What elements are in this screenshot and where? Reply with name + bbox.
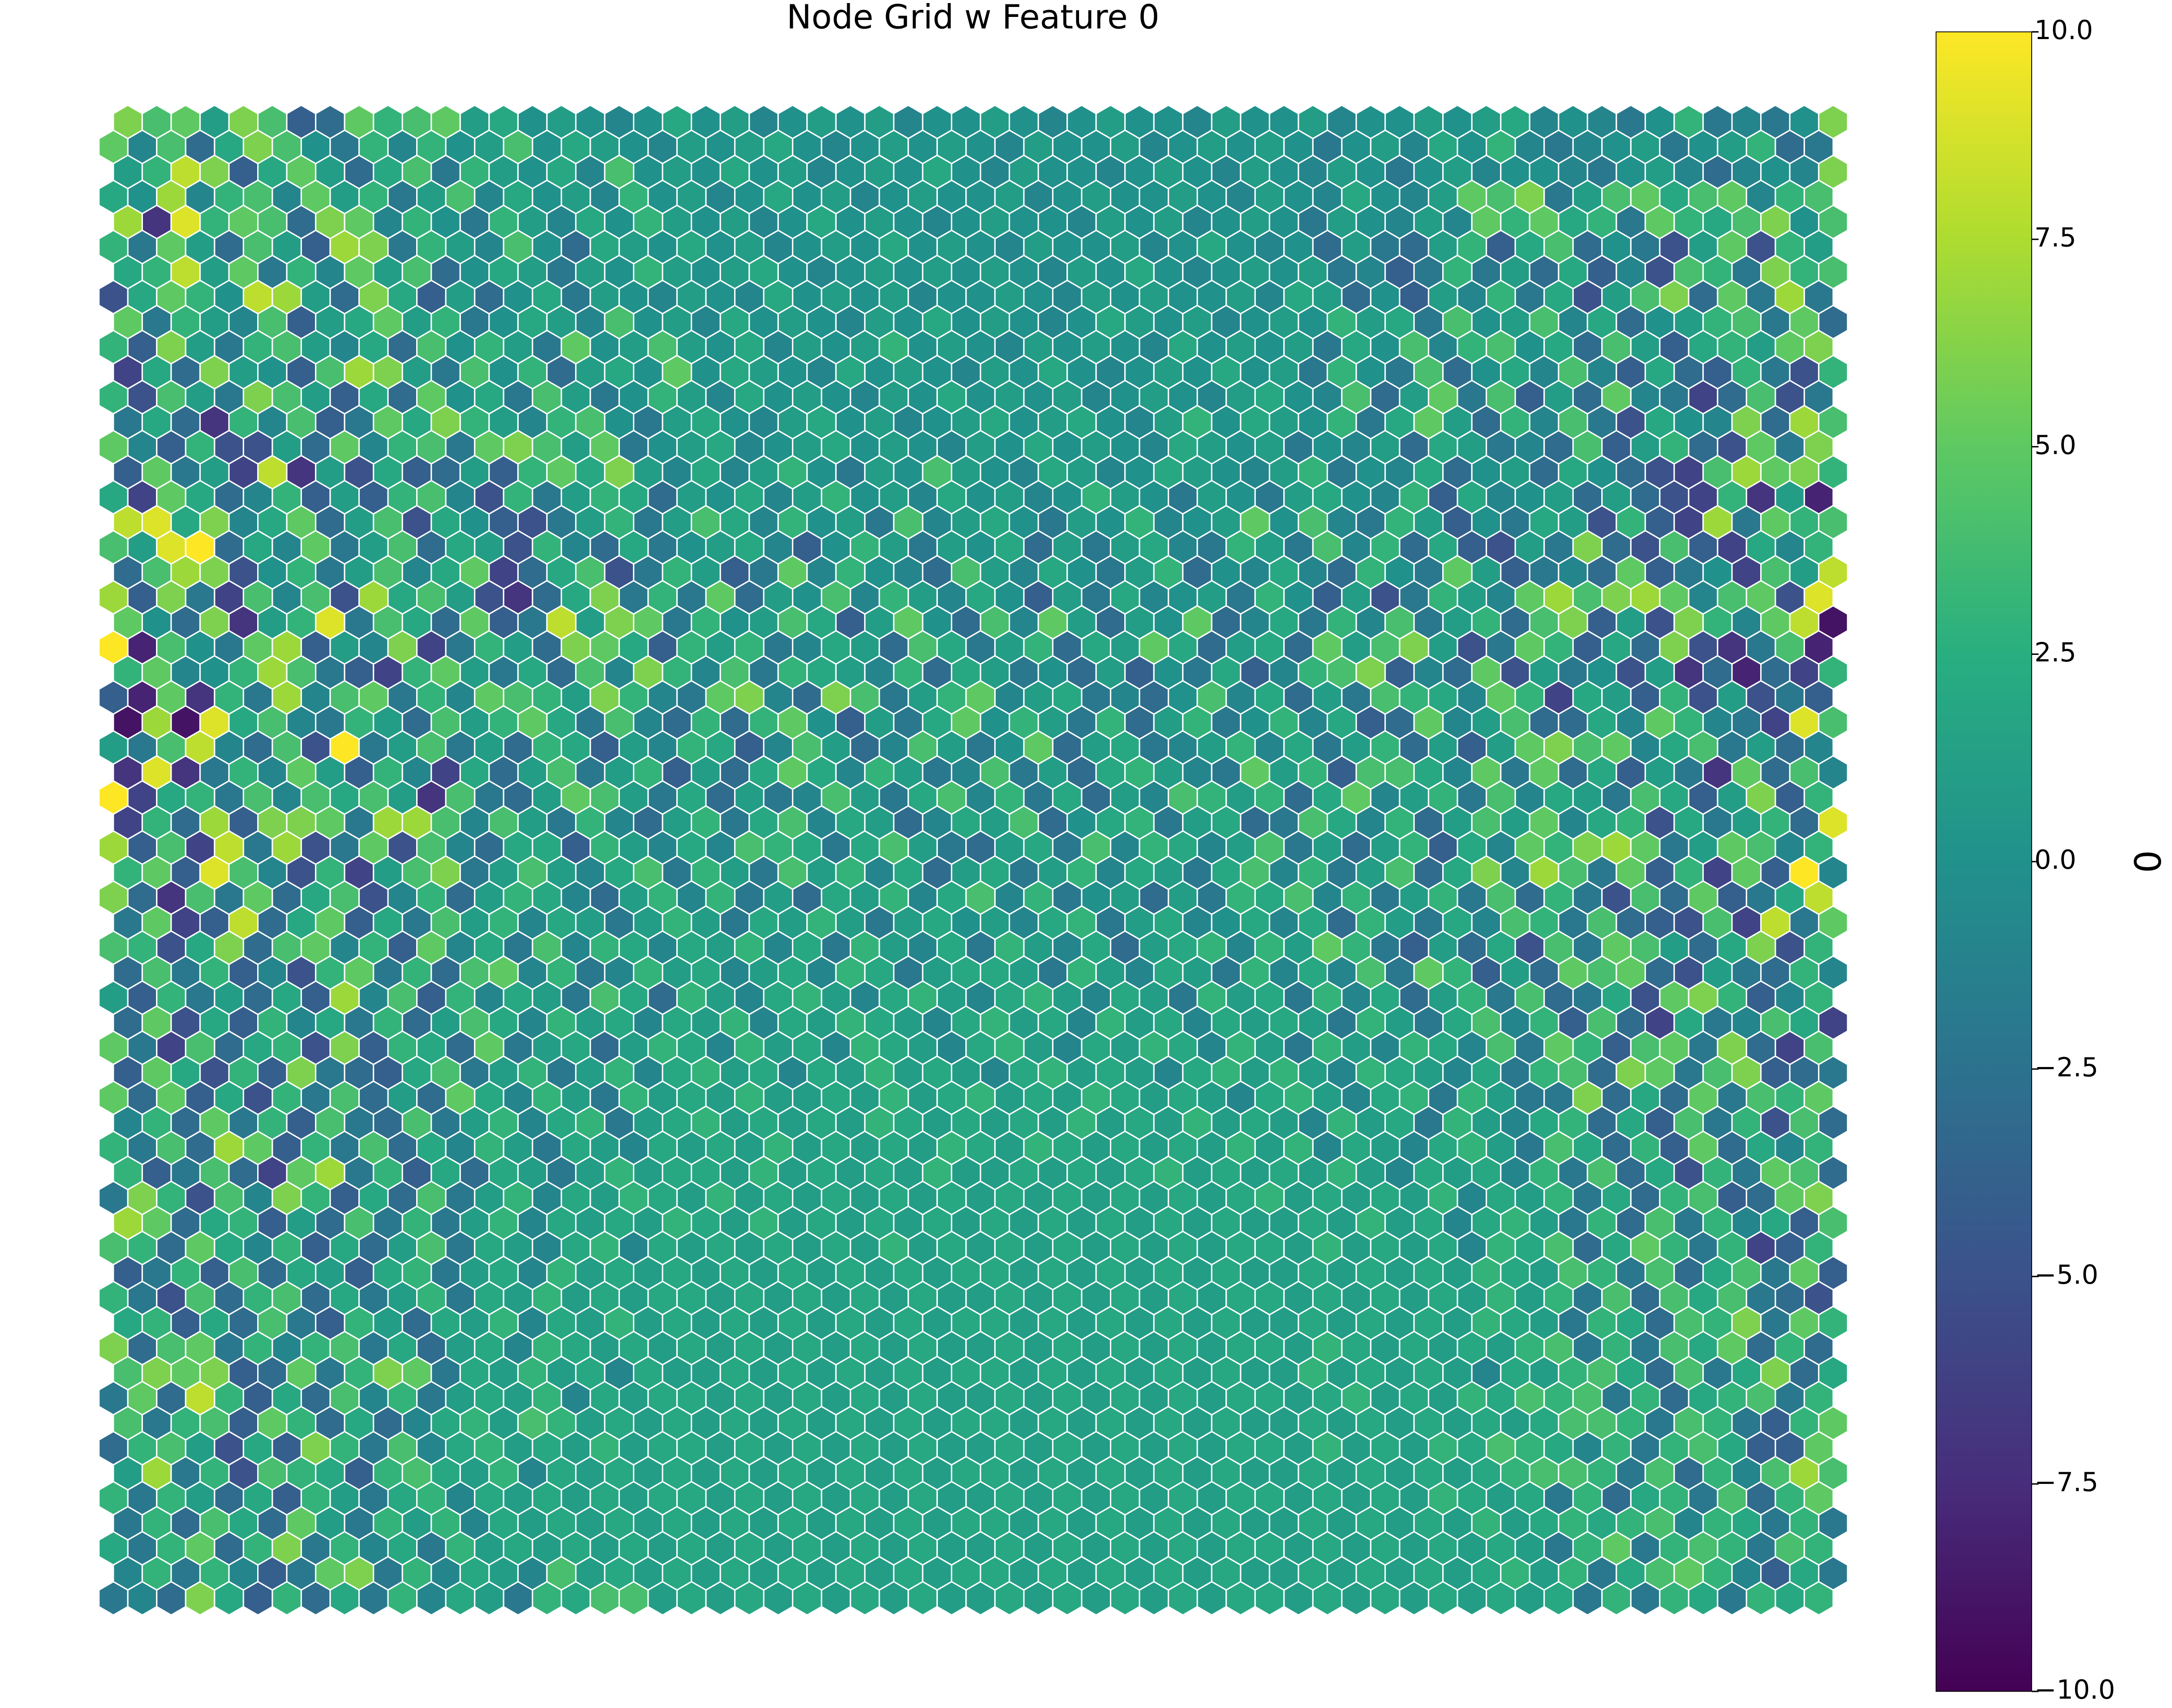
colorbar-tick-label: −2.5 — [2034, 1052, 2098, 1083]
colorbar-tick-label: −10.0 — [2034, 1675, 2115, 1705]
hex-grid — [98, 104, 1848, 1616]
colorbar-tick-label: 0.0 — [2034, 845, 2076, 875]
colorbar-tick-label: −5.0 — [2034, 1260, 2098, 1290]
colorbar-tick-label: −7.5 — [2034, 1467, 2098, 1498]
colorbar-tick-label: 2.5 — [2034, 638, 2076, 668]
colorbar-label: 0 — [2127, 850, 2169, 873]
colorbar-tick-label: 5.0 — [2034, 430, 2076, 460]
chart-title: Node Grid w Feature 0 — [787, 0, 1159, 37]
colorbar-tick-label: 7.5 — [2034, 223, 2076, 253]
colorbar-tick-label: 10.0 — [2034, 15, 2093, 46]
colorbar — [1935, 31, 2032, 1692]
colorbar-axis: −10.0 −7.5 −5.0 −2.5 0.0 2.5 5.0 7.5 10.0 — [2031, 15, 2115, 1705]
